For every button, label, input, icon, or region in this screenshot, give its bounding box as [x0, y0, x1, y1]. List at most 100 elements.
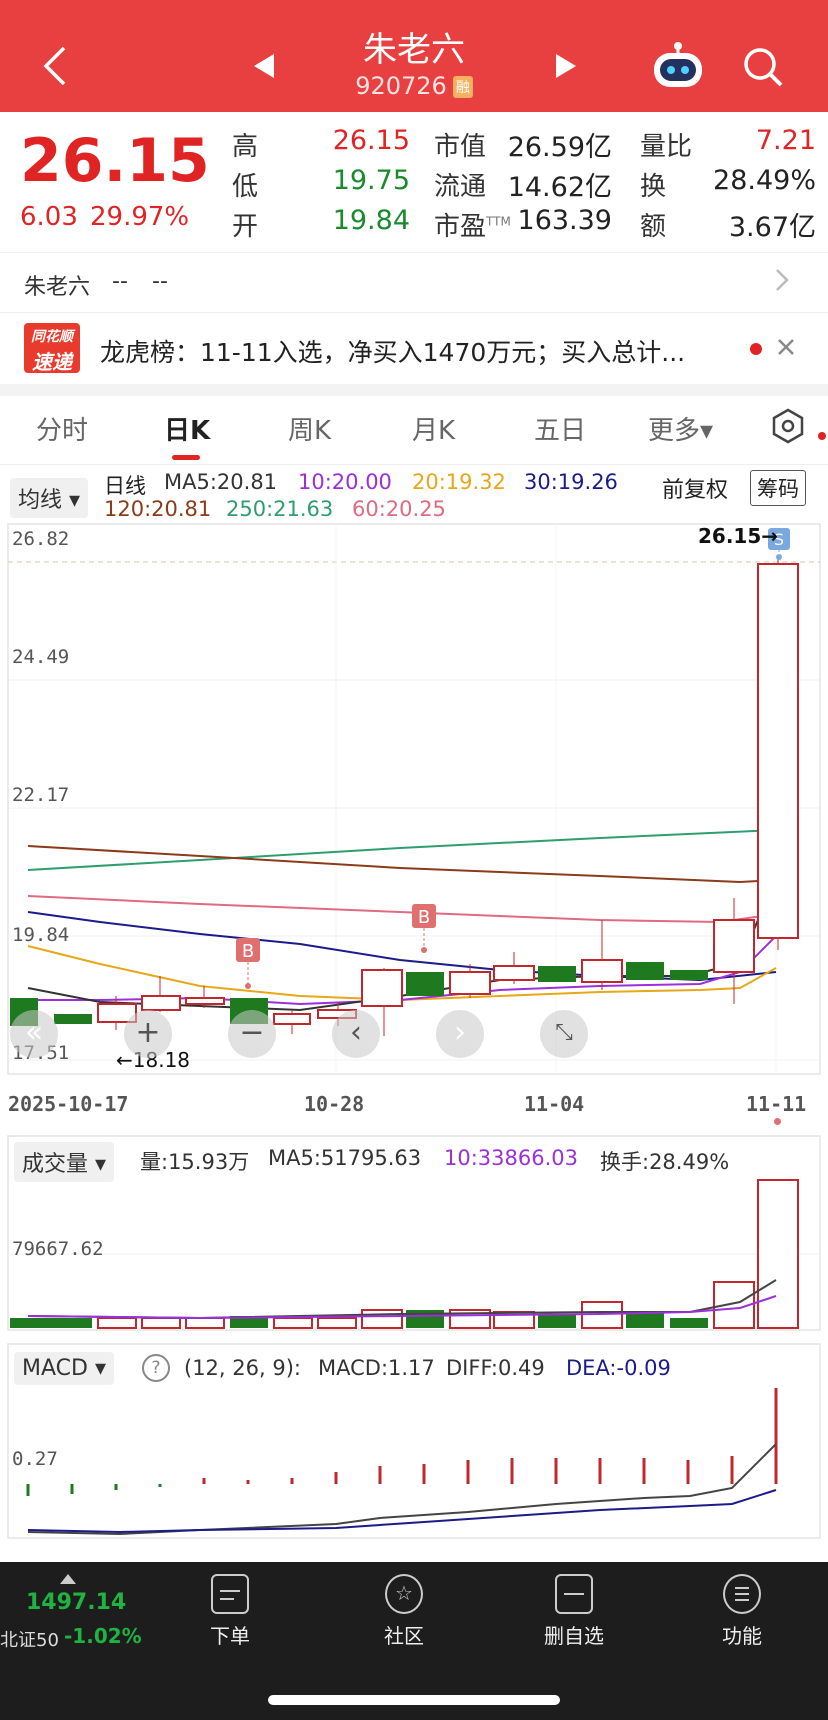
- news-badge-top: 同花顺: [31, 329, 73, 345]
- x-date: 11-11: [746, 1092, 807, 1116]
- help-icon[interactable]: ?: [142, 1354, 170, 1382]
- volume-y-tick: 79667.62: [12, 1238, 104, 1260]
- mktcap-value: 26.59亿: [507, 132, 612, 163]
- next-stock-icon[interactable]: [554, 52, 578, 84]
- tab-intraday[interactable]: 分时: [36, 416, 89, 446]
- macd-chart[interactable]: [0, 1340, 828, 1540]
- info-name: 朱老六: [24, 275, 91, 300]
- ma-selector[interactable]: 均线 ▾: [10, 478, 89, 518]
- app-header: 朱老六 920726 融: [0, 0, 828, 112]
- x-date: 2025-10-17: [8, 1092, 129, 1116]
- info-value-1: --: [112, 269, 128, 294]
- ma250-legend: 250:21.63: [226, 497, 334, 521]
- back-icon[interactable]: [40, 44, 70, 92]
- robot-assistant-icon[interactable]: [650, 40, 706, 94]
- tab-weekly-k[interactable]: 周K: [288, 416, 332, 446]
- x-date: 10-28: [304, 1092, 365, 1116]
- order-icon: [211, 1574, 249, 1614]
- adjust-mode[interactable]: 前复权: [662, 478, 729, 503]
- tab-more[interactable]: 更多▾: [648, 416, 714, 446]
- svg-text:B: B: [418, 907, 430, 928]
- line-type-label: 日线: [104, 474, 146, 498]
- macd-dea: DEA:-0.09: [566, 1356, 671, 1380]
- volume-turnover: 换手:28.49%: [600, 1150, 730, 1174]
- bottom-toolbar: 1497.14 北证50 -1.02% 下单 ☆ 社区 删自选 功能: [0, 1562, 828, 1720]
- macd-selector[interactable]: MACD ▾: [14, 1352, 114, 1385]
- home-indicator[interactable]: [268, 1695, 560, 1705]
- x-date: 11-04: [524, 1092, 585, 1116]
- functions-button[interactable]: 功能: [692, 1574, 792, 1649]
- buy-marker[interactable]: B: [236, 938, 260, 989]
- kline-chart[interactable]: B B S: [0, 522, 828, 1080]
- divider: [0, 464, 828, 465]
- ma30-legend: 30:19.26: [524, 470, 618, 494]
- chart-settings-icon[interactable]: [770, 408, 806, 448]
- scroll-right-button[interactable]: ›: [436, 1010, 484, 1058]
- macd-diff-line: [27, 1443, 777, 1536]
- remove-watchlist-button[interactable]: 删自选: [524, 1574, 624, 1649]
- community-button[interactable]: ☆ 社区: [354, 1574, 454, 1649]
- news-ticker[interactable]: 同花顺 速递 龙虎榜：11-11入选，净买入1470万元；买入总计...: [0, 313, 828, 383]
- remove-watchlist-icon: [555, 1574, 593, 1614]
- volume-selector[interactable]: 成交量 ▾: [14, 1142, 115, 1182]
- buy-marker[interactable]: B: [412, 904, 436, 953]
- svg-text:S: S: [774, 530, 784, 549]
- y-tick: 22.17: [12, 784, 70, 806]
- remove-watchlist-label: 删自选: [544, 1624, 604, 1648]
- community-label: 社区: [384, 1624, 424, 1648]
- section-gap: [0, 384, 828, 396]
- tab-five-day[interactable]: 五日: [534, 416, 587, 446]
- index-value: 1497.14: [26, 1590, 127, 1615]
- ma10-legend: 10:20.00: [298, 470, 392, 494]
- today-dot-icon: [774, 1118, 781, 1125]
- ma20-legend: 20:19.32: [412, 470, 506, 494]
- info-row[interactable]: 朱老六 -- --: [0, 253, 828, 311]
- search-icon[interactable]: [742, 46, 784, 92]
- margin-badge: 融: [452, 76, 473, 98]
- ma120-line: [27, 845, 777, 884]
- float-value: 14.62亿: [507, 172, 612, 203]
- low-label: 低: [232, 172, 259, 202]
- chevron-right-icon: [774, 267, 790, 297]
- close-icon[interactable]: [776, 337, 796, 361]
- zoom-out-button[interactable]: −: [228, 1010, 276, 1058]
- chips-button[interactable]: 筹码: [750, 470, 806, 506]
- macd-y-tick: 0.27: [12, 1448, 58, 1470]
- stock-name: 朱老六: [363, 30, 465, 70]
- order-button[interactable]: 下单: [180, 1574, 280, 1649]
- index-widget[interactable]: 1497.14 北证50 -1.02%: [0, 1562, 150, 1672]
- ma250-line: [27, 829, 777, 871]
- index-change: -1.02%: [64, 1624, 142, 1648]
- notification-dot-icon: [818, 432, 826, 440]
- prev-stock-icon[interactable]: [252, 52, 276, 84]
- volume-chart[interactable]: [0, 1134, 828, 1334]
- price-change: 6.03: [20, 202, 78, 232]
- volume-value: 量:15.93万: [140, 1150, 250, 1174]
- y-tick: 19.84: [12, 924, 70, 946]
- low-value: 19.75: [332, 165, 410, 196]
- ma20-line: [27, 945, 777, 1002]
- sell-marker[interactable]: S: [768, 528, 790, 560]
- news-badge: 同花顺 速递: [24, 323, 80, 374]
- macd-dea-line: [27, 1489, 777, 1534]
- ma60-line: [27, 895, 777, 924]
- scroll-left-button[interactable]: ‹: [332, 1010, 380, 1058]
- order-label: 下单: [210, 1624, 250, 1648]
- tab-active-indicator: [172, 455, 200, 460]
- candlesticks: [10, 556, 799, 1036]
- macd-value: MACD:1.17: [318, 1356, 435, 1380]
- tab-monthly-k[interactable]: 月K: [412, 416, 456, 446]
- open-label: 开: [232, 212, 259, 242]
- turnover-label: 换: [640, 172, 667, 202]
- zoom-in-button[interactable]: +: [124, 1010, 172, 1058]
- macd-diff: DIFF:0.49: [446, 1356, 545, 1380]
- volratio-label: 量比: [640, 132, 693, 162]
- tab-daily-k[interactable]: 日K: [164, 416, 211, 446]
- amount-label: 额: [640, 212, 667, 242]
- ma120-legend: 120:20.81: [104, 497, 212, 521]
- scroll-left-fast-button[interactable]: «: [10, 1010, 58, 1058]
- last-price-tag: 26.15→: [698, 524, 779, 548]
- pe-value: 163.39: [517, 205, 612, 236]
- fullscreen-button[interactable]: ⤡: [540, 1010, 588, 1058]
- pe-label-text: 市盈: [434, 212, 487, 242]
